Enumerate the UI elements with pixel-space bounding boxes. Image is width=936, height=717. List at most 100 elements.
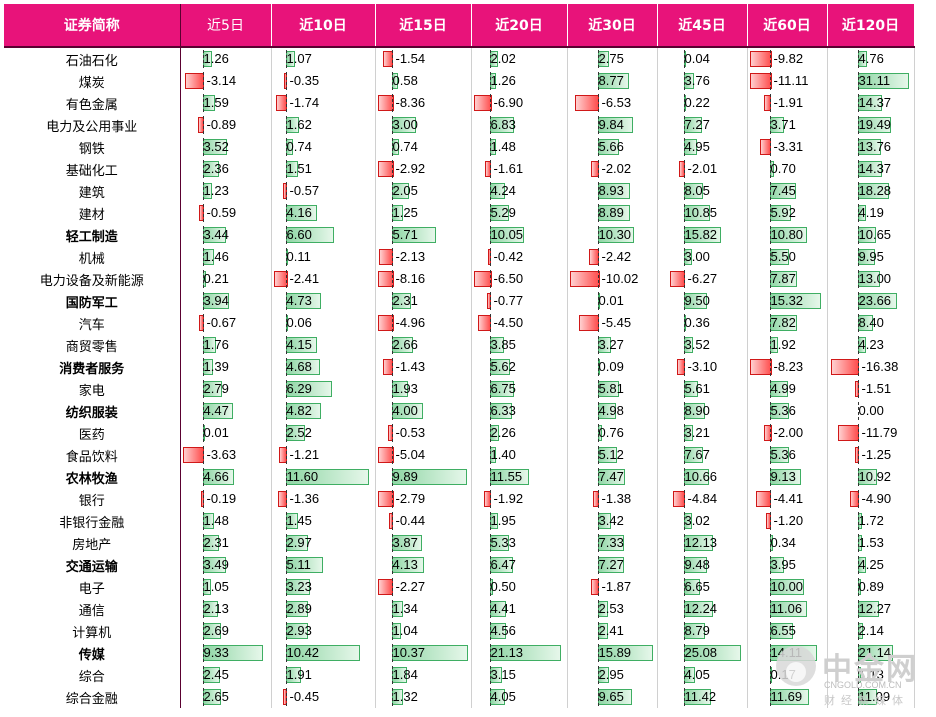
return-cell: 3.76 bbox=[657, 70, 748, 92]
return-value: 8.89 bbox=[598, 205, 624, 220]
return-value: -0.53 bbox=[395, 425, 426, 440]
negative-bar bbox=[377, 161, 394, 177]
industry-name: 电力及公用事业 bbox=[4, 114, 181, 136]
return-value: 1.26 bbox=[203, 51, 229, 66]
zero-axis bbox=[683, 204, 685, 222]
return-value: 3.94 bbox=[203, 293, 229, 308]
zero-axis bbox=[391, 666, 393, 684]
table-row: 计算机 2.69 2.93 1.04 4.56 2.41 8.79 6.55 2.14 bbox=[4, 620, 915, 642]
return-cell: 1.62 bbox=[271, 114, 376, 136]
return-value: 10.30 bbox=[598, 227, 632, 242]
zero-axis bbox=[202, 468, 204, 486]
zero-axis bbox=[202, 622, 204, 640]
zero-axis bbox=[489, 688, 491, 706]
zero-axis bbox=[769, 336, 771, 354]
zero-axis bbox=[683, 116, 685, 134]
industry-name: 轻工制造 bbox=[4, 224, 181, 246]
negative-bar bbox=[278, 491, 288, 507]
zero-axis bbox=[202, 160, 204, 178]
zero-axis bbox=[769, 424, 771, 442]
return-value: 2.41 bbox=[598, 623, 624, 638]
zero-axis bbox=[857, 204, 859, 222]
zero-axis bbox=[202, 644, 204, 662]
return-cell: -1.36 bbox=[271, 488, 376, 510]
zero-axis bbox=[769, 248, 771, 266]
return-cell: -6.53 bbox=[567, 92, 658, 114]
header-period: 近60日 bbox=[747, 4, 828, 48]
return-value: 2.31 bbox=[392, 293, 418, 308]
zero-axis bbox=[391, 94, 393, 112]
return-value: -0.44 bbox=[395, 513, 426, 528]
zero-axis bbox=[683, 182, 685, 200]
return-cell: 2.41 bbox=[567, 620, 658, 642]
return-cell: 10.85 bbox=[657, 202, 748, 224]
negative-bar bbox=[591, 579, 600, 595]
table-row: 机械 1.46 0.11 -2.13 -0.42 -2.42 3.00 5.50 9.95 bbox=[4, 246, 915, 268]
return-value: 3.00 bbox=[684, 249, 710, 264]
return-cell: 1.25 bbox=[375, 202, 472, 224]
return-value: 21.13 bbox=[490, 645, 524, 660]
return-cell: 12.24 bbox=[657, 598, 748, 620]
return-cell: 1.92 bbox=[747, 334, 828, 356]
zero-axis bbox=[769, 292, 771, 310]
return-value: 25.08 bbox=[684, 645, 718, 660]
zero-axis bbox=[769, 226, 771, 244]
industry-name: 商贸零售 bbox=[4, 334, 181, 356]
return-cell: 18.28 bbox=[827, 180, 915, 202]
zero-axis bbox=[597, 556, 599, 574]
negative-bar bbox=[182, 447, 205, 463]
return-cell: 5.33 bbox=[471, 532, 568, 554]
return-value: 8.05 bbox=[684, 183, 710, 198]
return-value: 19.49 bbox=[858, 117, 892, 132]
zero-axis bbox=[285, 468, 287, 486]
return-value: -1.21 bbox=[289, 447, 320, 462]
return-value: -4.41 bbox=[773, 491, 804, 506]
return-cell: -0.45 bbox=[271, 686, 376, 708]
return-value: 5.66 bbox=[598, 139, 624, 154]
zero-axis bbox=[857, 138, 859, 156]
return-value: 0.76 bbox=[598, 425, 624, 440]
return-value: 9.84 bbox=[598, 117, 624, 132]
zero-axis bbox=[202, 138, 204, 156]
industry-name: 纺织服装 bbox=[4, 400, 181, 422]
zero-axis bbox=[285, 94, 287, 112]
return-value: -2.00 bbox=[773, 425, 804, 440]
zero-axis bbox=[489, 490, 491, 508]
table-row: 综合2.451.911.843.152.954.050.171.13 bbox=[4, 664, 915, 686]
return-value: 1.34 bbox=[392, 601, 418, 616]
return-cell: -4.90 bbox=[827, 488, 915, 510]
return-cell: -2.01 bbox=[657, 158, 748, 180]
zero-axis bbox=[597, 666, 599, 684]
return-cell: -0.53 bbox=[375, 422, 472, 444]
zero-axis bbox=[202, 490, 204, 508]
zero-axis bbox=[202, 292, 204, 310]
return-value: 1.84 bbox=[392, 667, 418, 682]
zero-axis bbox=[489, 534, 491, 552]
return-value: -1.25 bbox=[861, 447, 892, 462]
zero-axis bbox=[202, 446, 204, 464]
zero-axis bbox=[285, 424, 287, 442]
zero-axis bbox=[391, 50, 393, 68]
header-row: 证券简称 近5日 近10日 近15日 近20日 近30日 近45日 近60日 近… bbox=[4, 4, 915, 48]
zero-axis bbox=[683, 600, 685, 618]
return-cell: -8.36 bbox=[375, 92, 472, 114]
zero-axis bbox=[857, 248, 859, 266]
zero-axis bbox=[683, 666, 685, 684]
return-value: 3.44 bbox=[203, 227, 229, 242]
return-cell: -3.31 bbox=[747, 136, 828, 158]
zero-axis bbox=[769, 50, 771, 68]
return-cell: 5.50 bbox=[747, 246, 828, 268]
return-cell: -0.67 bbox=[180, 312, 272, 334]
return-cell: 9.48 bbox=[657, 554, 748, 576]
return-cell: 8.89 bbox=[567, 202, 658, 224]
return-value: -6.27 bbox=[687, 271, 718, 286]
return-cell: 5.36 bbox=[747, 400, 828, 422]
return-value: -8.23 bbox=[773, 359, 804, 374]
return-cell: 9.65 bbox=[567, 686, 658, 708]
industry-name: 房地产 bbox=[4, 532, 181, 554]
return-value: 11.55 bbox=[490, 469, 523, 484]
return-cell: 2.89 bbox=[271, 598, 376, 620]
return-cell: 10.65 bbox=[827, 224, 915, 246]
negative-bar bbox=[677, 359, 686, 375]
return-cell: -4.84 bbox=[657, 488, 748, 510]
